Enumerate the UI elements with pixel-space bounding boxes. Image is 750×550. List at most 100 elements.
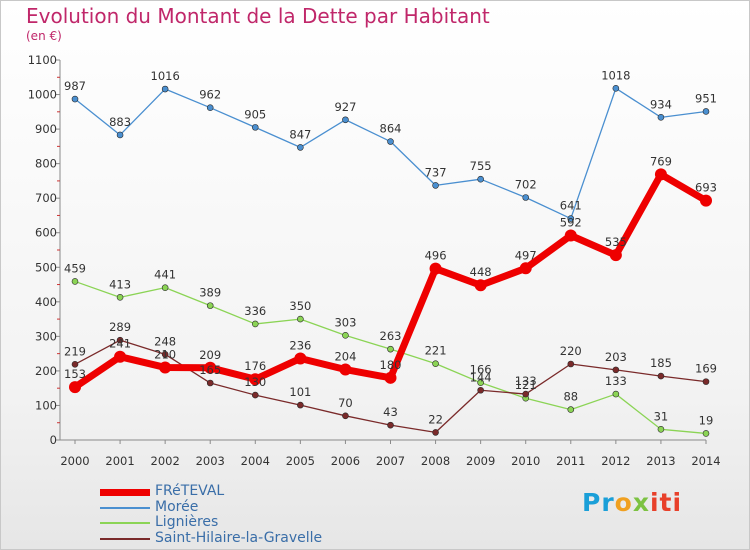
x-tick-label: 2009 xyxy=(466,454,495,468)
data-point xyxy=(339,363,352,376)
data-label: 180 xyxy=(380,358,402,372)
data-label: 336 xyxy=(244,304,266,318)
data-label: 641 xyxy=(560,199,582,213)
data-label: 203 xyxy=(605,350,627,364)
data-label: 130 xyxy=(244,375,266,389)
data-label: 166 xyxy=(470,363,492,377)
data-point xyxy=(297,144,304,151)
data-label: 43 xyxy=(383,405,398,419)
data-point xyxy=(432,360,439,367)
data-label: 204 xyxy=(334,350,356,364)
data-point xyxy=(522,194,530,201)
legend-label: Lignières xyxy=(155,514,219,530)
data-label: 737 xyxy=(425,165,447,179)
x-tick-label: 2003 xyxy=(196,454,225,468)
data-point xyxy=(702,430,710,437)
data-point xyxy=(564,229,577,242)
data-point xyxy=(387,138,394,145)
data-point xyxy=(342,412,349,420)
data-label: 169 xyxy=(695,362,717,376)
data-label: 448 xyxy=(470,265,492,279)
data-point xyxy=(71,278,79,285)
data-label: 241 xyxy=(109,337,131,351)
data-label: 185 xyxy=(650,356,672,370)
data-label: 263 xyxy=(380,329,402,343)
data-label: 905 xyxy=(244,107,266,121)
chart-title: Evolution du Montant de la Dette par Hab… xyxy=(26,4,490,28)
data-label: 951 xyxy=(695,91,717,105)
y-tick-label: 500 xyxy=(35,260,57,274)
y-tick-label: 400 xyxy=(35,295,57,309)
x-tick-label: 2012 xyxy=(601,454,630,468)
data-point xyxy=(69,381,81,394)
y-tick-label: 900 xyxy=(35,122,57,136)
x-tick-label: 2014 xyxy=(691,454,720,468)
data-label: 220 xyxy=(560,344,582,358)
data-point xyxy=(251,391,259,399)
data-point xyxy=(161,351,169,358)
x-tick-label: 2007 xyxy=(376,454,405,468)
x-tick-label: 2000 xyxy=(60,454,89,468)
data-label: 413 xyxy=(109,277,131,291)
series-line xyxy=(74,87,707,220)
data-label: 133 xyxy=(515,374,537,388)
data-point xyxy=(567,360,575,368)
data-label: 22 xyxy=(428,412,443,426)
data-label: 19 xyxy=(699,413,714,427)
data-point xyxy=(206,302,214,309)
x-tick-label: 2002 xyxy=(151,454,180,468)
data-point xyxy=(384,371,397,384)
data-point xyxy=(206,104,214,111)
x-tick-label: 2013 xyxy=(646,454,675,468)
data-point xyxy=(116,336,124,344)
data-point xyxy=(251,124,259,131)
data-point xyxy=(657,114,665,121)
data-point xyxy=(342,116,349,124)
y-tick-label: 100 xyxy=(35,398,57,412)
data-point xyxy=(342,332,349,339)
data-label: 133 xyxy=(605,374,627,388)
data-point xyxy=(116,131,124,139)
data-label: 350 xyxy=(289,299,311,313)
data-label: 693 xyxy=(695,181,717,195)
data-point xyxy=(567,406,575,413)
data-point xyxy=(297,401,304,409)
data-point xyxy=(432,182,439,189)
data-point xyxy=(609,249,622,262)
data-label: 962 xyxy=(199,88,221,102)
data-label: 934 xyxy=(650,97,672,111)
data-point xyxy=(204,361,217,374)
data-label: 441 xyxy=(154,268,176,282)
data-label: 221 xyxy=(425,344,447,358)
data-label: 1016 xyxy=(151,69,180,83)
data-point xyxy=(654,168,667,181)
data-label: 176 xyxy=(244,359,266,373)
legend-label: Morée xyxy=(155,498,199,515)
data-label: 209 xyxy=(199,348,221,362)
legend-label: Saint-Hilaire-la-Gravelle xyxy=(155,529,323,546)
data-point xyxy=(477,175,484,183)
data-label: 70 xyxy=(338,396,353,410)
data-point xyxy=(702,378,710,385)
data-point xyxy=(161,284,169,291)
data-label: 755 xyxy=(470,159,492,173)
data-point xyxy=(477,386,484,394)
y-tick-label: 300 xyxy=(35,329,57,343)
data-label: 121 xyxy=(515,378,537,392)
data-point xyxy=(567,215,575,222)
y-tick-label: 800 xyxy=(35,157,57,171)
x-tick-label: 2008 xyxy=(421,454,450,468)
data-label: 987 xyxy=(64,79,86,93)
data-label: 210 xyxy=(154,347,176,361)
data-point xyxy=(116,294,124,301)
data-label: 153 xyxy=(64,367,86,381)
data-point xyxy=(206,379,214,387)
x-tick-label: 2004 xyxy=(241,454,270,468)
y-tick-label: 1100 xyxy=(28,53,57,67)
data-point xyxy=(161,85,169,93)
data-point xyxy=(657,372,665,380)
data-label: 289 xyxy=(109,320,131,334)
data-label: 927 xyxy=(334,100,356,114)
